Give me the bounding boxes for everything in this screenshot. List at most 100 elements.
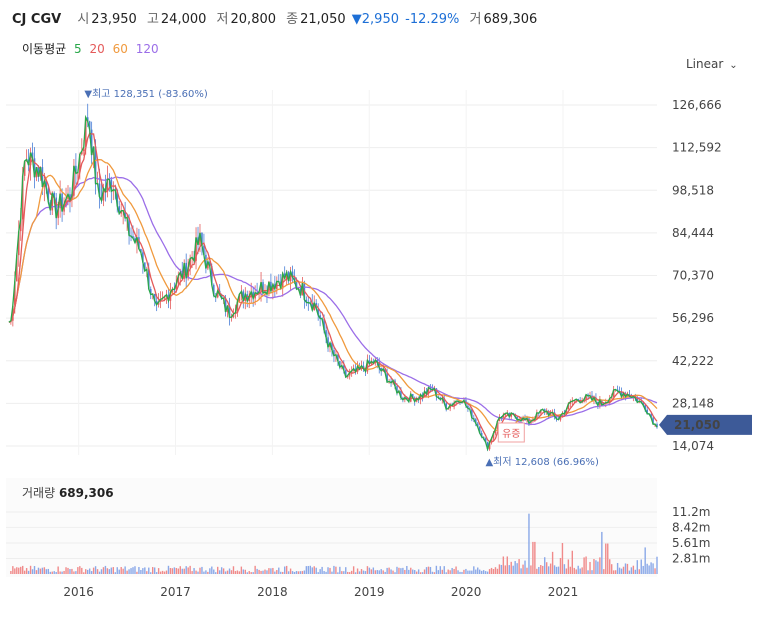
stock-name: CJ CGV xyxy=(12,12,62,27)
candle-body xyxy=(232,313,235,318)
volume-bar xyxy=(360,569,363,574)
volume-bar xyxy=(150,572,152,574)
volume-bar xyxy=(43,567,46,574)
candle-body xyxy=(73,165,75,196)
candle-body xyxy=(51,192,54,211)
volume-bar xyxy=(96,569,99,574)
volume-bar xyxy=(146,571,148,574)
candle-body xyxy=(642,402,645,406)
close-label: 종 xyxy=(286,12,299,27)
volume-bar xyxy=(128,569,130,574)
candle-body xyxy=(404,397,406,400)
candle-body xyxy=(57,208,59,219)
volume-bar xyxy=(262,570,264,574)
ma-120[interactable]: 120 xyxy=(135,42,159,56)
volume-bar xyxy=(47,568,50,574)
volume-bar xyxy=(185,566,187,574)
volume-bar xyxy=(274,571,276,574)
volume-bar xyxy=(102,567,105,574)
volume-bar xyxy=(394,572,396,574)
volume-bar xyxy=(599,557,601,574)
volume-bar xyxy=(144,567,146,574)
candle-body xyxy=(478,426,481,434)
volume-bar xyxy=(339,566,341,574)
candle-body xyxy=(337,354,339,362)
candle-body xyxy=(567,403,570,410)
volume-bar xyxy=(370,569,373,574)
volume-bar xyxy=(506,556,508,574)
ma-5[interactable]: 5 xyxy=(74,42,82,56)
volume-bar xyxy=(27,570,30,574)
volume-bar xyxy=(83,572,85,574)
high-label: 고 xyxy=(146,12,159,27)
candle-body xyxy=(291,271,294,278)
volume-bar xyxy=(59,571,61,574)
candle-body xyxy=(144,262,146,272)
scale-toggle[interactable]: Linear ⌄ xyxy=(686,57,738,71)
candle-body xyxy=(612,389,615,397)
volume-bar xyxy=(392,570,394,574)
candle-body xyxy=(348,372,351,376)
volume-bar xyxy=(579,568,581,574)
candle-body xyxy=(636,397,639,403)
volume-bar xyxy=(490,567,493,574)
candle-body xyxy=(344,370,347,378)
close-value: 21,050 xyxy=(300,12,346,27)
volume-bar xyxy=(368,567,371,574)
volume-bar xyxy=(508,565,510,574)
volume-bar xyxy=(654,568,656,574)
open-value: 23,950 xyxy=(91,12,137,27)
volume-bar xyxy=(516,563,518,574)
ma-60[interactable]: 60 xyxy=(112,42,128,56)
volume-bar xyxy=(589,561,591,574)
candle-body xyxy=(620,392,623,397)
volume-bar xyxy=(57,566,59,574)
volume-bar xyxy=(362,570,365,574)
candle-body xyxy=(358,366,361,370)
ma-20[interactable]: 20 xyxy=(89,42,105,56)
candle-body xyxy=(90,129,93,156)
volume-bar xyxy=(390,569,392,574)
candle-body xyxy=(195,237,197,261)
candle-body xyxy=(490,438,493,443)
volume-bar xyxy=(636,560,639,574)
candle-body xyxy=(33,158,36,178)
volume-bar xyxy=(545,562,548,574)
candle-body xyxy=(228,305,231,318)
volume-bar xyxy=(571,550,573,574)
volume-bar xyxy=(29,565,32,574)
volume-bar xyxy=(307,565,310,574)
volume-bar xyxy=(380,569,382,574)
volume-bar xyxy=(524,560,526,574)
candle-body xyxy=(427,387,430,394)
volume-bar xyxy=(278,567,280,574)
volume-bar xyxy=(25,568,28,574)
candle-body xyxy=(559,415,562,420)
candle-body xyxy=(368,360,371,364)
candle-body xyxy=(205,254,207,269)
candle-body xyxy=(281,273,284,289)
candle-body xyxy=(177,275,180,284)
candle-body xyxy=(370,361,373,364)
volume-bar xyxy=(309,565,311,574)
candle-body xyxy=(98,183,101,197)
volume-bar xyxy=(301,571,304,574)
volume-bar xyxy=(94,566,97,574)
low-label: 저 xyxy=(216,12,229,27)
volume-bar xyxy=(366,566,369,574)
volume-bar xyxy=(624,563,627,574)
volume-bar xyxy=(553,565,556,574)
candle-body xyxy=(400,390,402,398)
volume-bar xyxy=(41,567,44,574)
change-value: ▼2,950 xyxy=(351,12,399,27)
candle-body xyxy=(656,424,658,428)
volume-bar xyxy=(205,570,207,574)
candle-body xyxy=(120,210,122,214)
price-tick-label: 56,296 xyxy=(672,311,714,325)
volume-bar xyxy=(350,570,353,574)
candle-body xyxy=(75,165,77,174)
volume-bar xyxy=(583,557,585,574)
volume-tick-label: 8.42m xyxy=(672,520,710,534)
volume-bar xyxy=(646,563,648,574)
